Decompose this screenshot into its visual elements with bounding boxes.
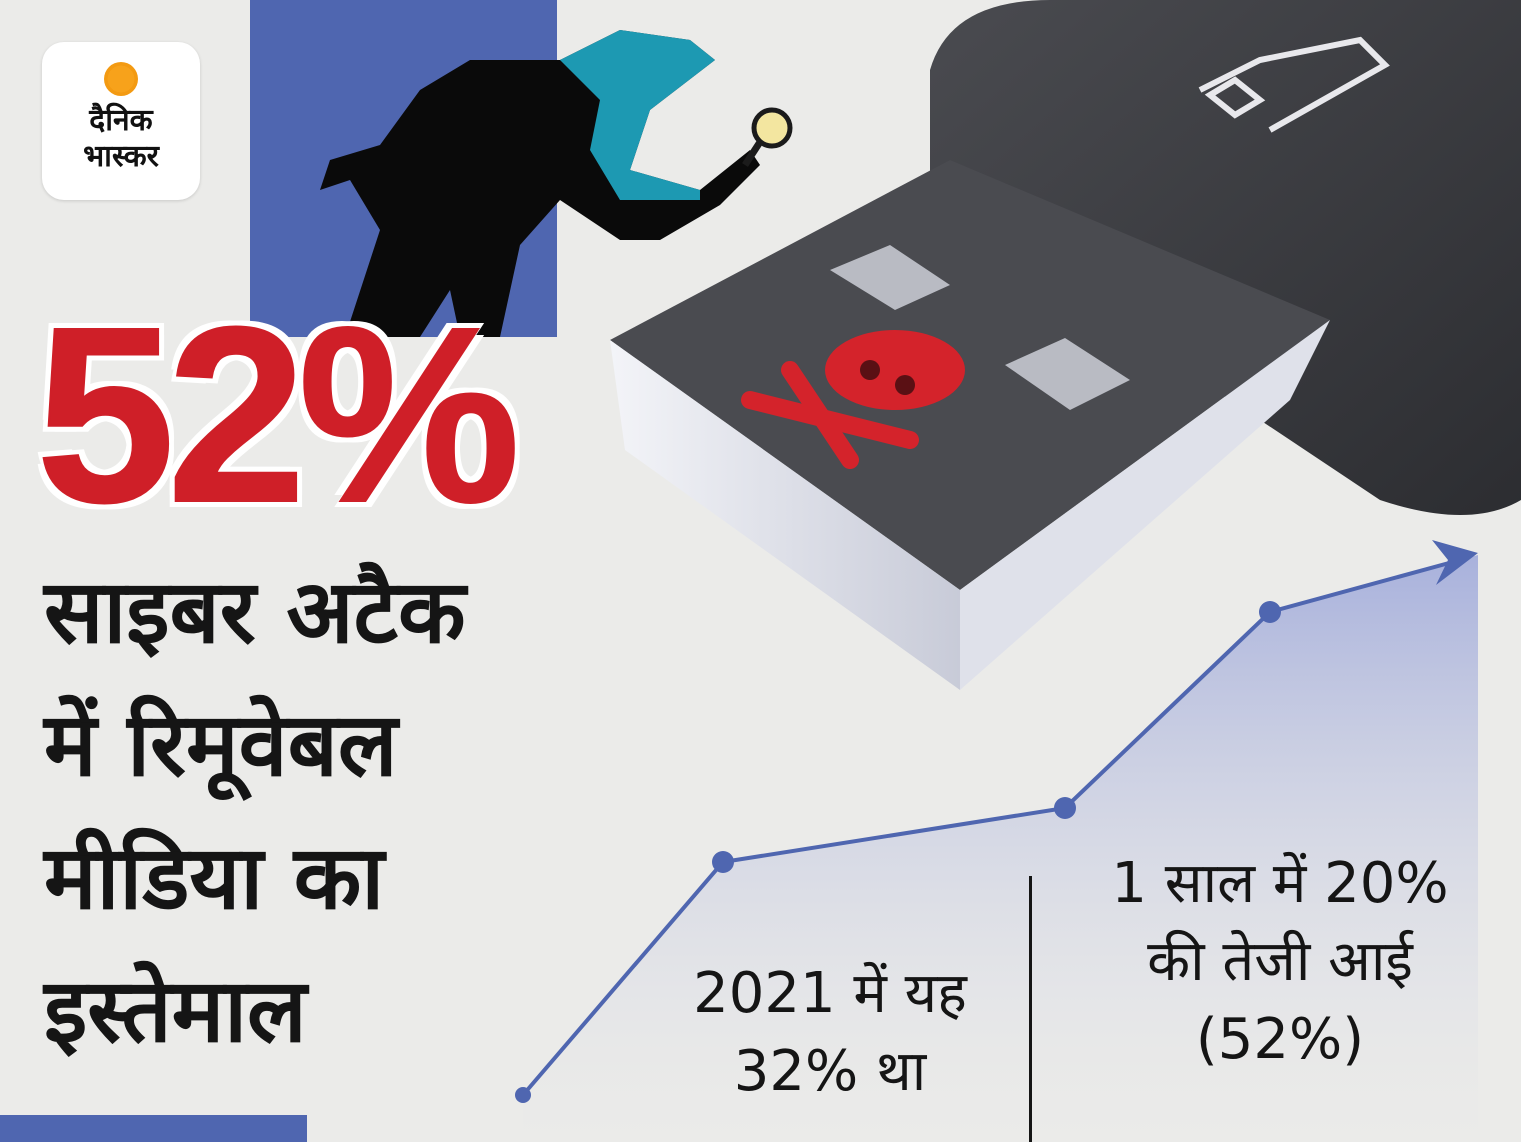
- note-line: 2021 में यह: [693, 961, 967, 1026]
- usb-drive-icon: [610, 0, 1521, 690]
- note-growth: 1 साल में 20% की तेजी आई (52%): [1050, 845, 1510, 1079]
- bottom-accent-bar: [0, 1115, 307, 1142]
- headline-figure: 52%: [35, 275, 521, 554]
- headline-line: में रिमूवेबल: [44, 693, 398, 796]
- dainik-bhaskar-logo: दैनिक भास्कर: [42, 42, 200, 200]
- logo-line-1: दैनिक: [89, 103, 153, 138]
- note-line: की तेजी आई: [1147, 929, 1413, 994]
- trend-point: [515, 1087, 531, 1103]
- sun-icon: [104, 62, 138, 96]
- skull-crossbones-icon: [741, 330, 965, 469]
- trend-line: [515, 540, 1478, 1142]
- note-2021: 2021 में यह 32% था: [640, 955, 1020, 1111]
- headline-line: इस्तेमाल: [44, 959, 307, 1062]
- divider: [1029, 876, 1032, 1142]
- logo-line-2: भास्कर: [83, 139, 159, 174]
- detective-icon: [320, 30, 760, 337]
- trend-point: [1259, 601, 1281, 623]
- note-line: (52%): [1195, 1007, 1365, 1072]
- arrow-head-icon: [1432, 540, 1478, 585]
- note-line: 1 साल में 20%: [1111, 851, 1449, 916]
- trend-point: [712, 851, 734, 873]
- magnifier-icon: [742, 107, 793, 167]
- headline-line: मीडिया का: [44, 826, 385, 929]
- headline: साइबर अटैक में रिमूवेबल मीडिया का इस्तेम…: [44, 545, 466, 1077]
- headline-line: साइबर अटैक: [44, 560, 466, 663]
- note-line: 32% था: [733, 1039, 927, 1104]
- trend-point: [1054, 797, 1076, 819]
